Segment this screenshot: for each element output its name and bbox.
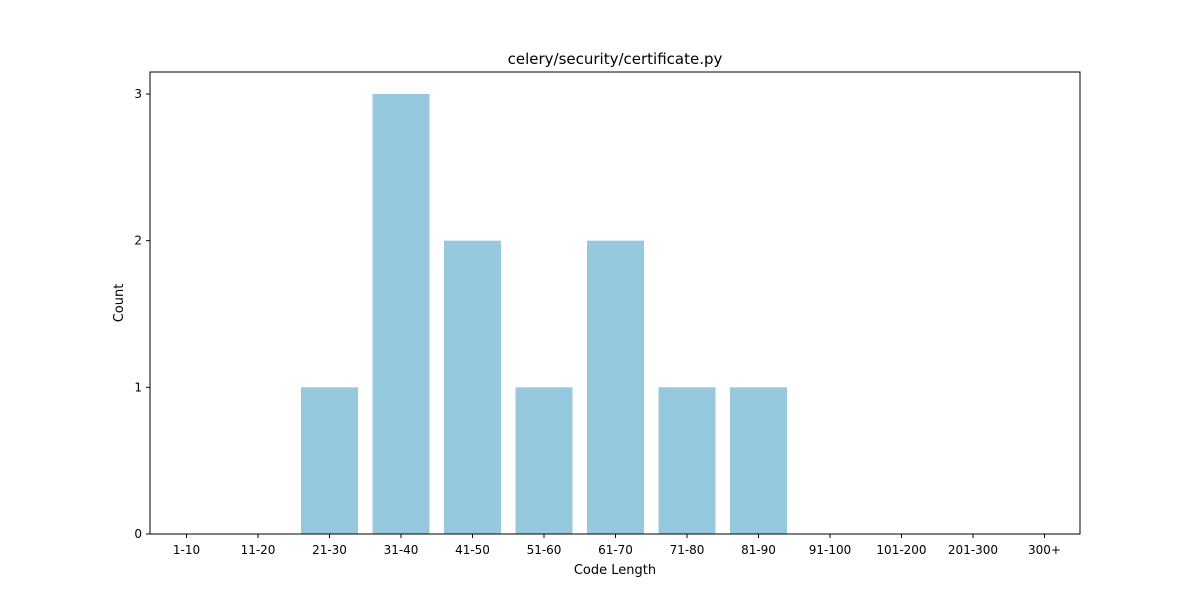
y-tick-label: 3 — [134, 87, 142, 101]
y-axis-ticks: 0 1 2 3 — [134, 87, 150, 541]
x-tick-label: 71-80 — [670, 543, 705, 557]
x-axis-label: Code Length — [574, 563, 656, 578]
bar-71-80 — [658, 387, 716, 534]
x-tick-label: 11-20 — [241, 543, 276, 557]
x-tick-label: 21-30 — [312, 543, 347, 557]
x-tick-label: 201-300 — [948, 543, 998, 557]
x-tick-label: 31-40 — [384, 543, 419, 557]
chart-title: celery/security/certificate.py — [508, 50, 723, 68]
x-tick-label: 101-200 — [876, 543, 926, 557]
y-tick-label: 1 — [134, 380, 142, 394]
bar-21-30 — [301, 387, 358, 534]
bar-41-50 — [444, 240, 501, 534]
plot-frame — [149, 71, 1081, 535]
bar-61-70 — [587, 240, 644, 534]
y-tick-label: 0 — [134, 527, 142, 541]
x-axis-ticks: 1-10 11-20 21-30 31-40 41-50 51-60 61-70 71-80 8… — [173, 534, 1061, 557]
y-axis-label: Count — [112, 284, 127, 323]
bar-51-60 — [515, 387, 573, 534]
x-tick-label: 51-60 — [527, 543, 562, 557]
x-tick-label: 41-50 — [455, 543, 490, 557]
x-tick-label: 300+ — [1028, 543, 1061, 557]
y-tick-label: 2 — [134, 234, 142, 248]
bar-81-90 — [730, 387, 787, 534]
x-tick-label: 61-70 — [598, 543, 633, 557]
x-tick-label: 81-90 — [741, 543, 776, 557]
bars-group — [301, 94, 787, 534]
x-tick-label: 91-100 — [809, 543, 852, 557]
x-tick-label: 1-10 — [173, 543, 200, 557]
bar-31-40 — [372, 94, 430, 534]
